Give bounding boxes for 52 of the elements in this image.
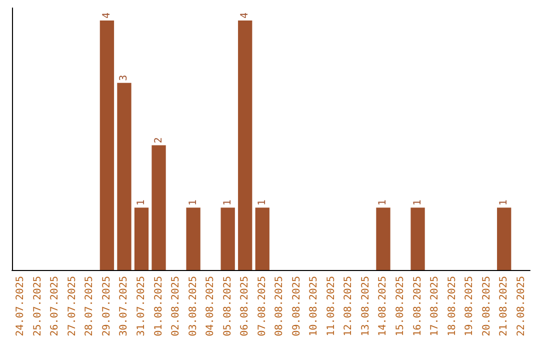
x-tick-label: 20.08.2025 xyxy=(481,276,492,336)
bar xyxy=(134,208,149,270)
x-tick-label: 13.08.2025 xyxy=(360,276,372,336)
x-tick-label: 21.08.2025 xyxy=(498,276,510,336)
x-tick-label: 31.07.2025 xyxy=(136,276,147,336)
x-tick-label: 15.08.2025 xyxy=(395,276,406,336)
x-tick-label: 01.08.2025 xyxy=(153,276,164,336)
bar xyxy=(376,208,390,270)
x-tick-label: 18.08.2025 xyxy=(446,276,458,336)
data-label: 1 xyxy=(256,200,268,206)
x-tick-label: 26.07.2025 xyxy=(50,276,61,336)
bar xyxy=(497,208,512,270)
x-tick-label: 08.08.2025 xyxy=(274,276,286,336)
bar xyxy=(152,145,166,270)
x-tick-label: 11.08.2025 xyxy=(326,276,337,336)
bar xyxy=(238,20,252,270)
bar xyxy=(410,208,425,270)
bar xyxy=(100,20,114,270)
data-label: 1 xyxy=(498,200,510,206)
x-tick-label: 03.08.2025 xyxy=(188,276,199,336)
bar xyxy=(255,208,270,270)
x-tick-label: 22.08.2025 xyxy=(516,276,527,336)
bar xyxy=(186,208,200,270)
x-tick-label: 06.08.2025 xyxy=(240,276,251,336)
bar xyxy=(117,82,132,270)
x-tick-label: 04.08.2025 xyxy=(205,276,216,336)
bar xyxy=(220,208,235,270)
x-tick-label: 02.08.2025 xyxy=(170,276,182,336)
x-tick-label: 05.08.2025 xyxy=(222,276,234,336)
x-tick-label: 10.08.2025 xyxy=(308,276,320,336)
x-tick-label: 29.07.2025 xyxy=(101,276,112,336)
data-label: 1 xyxy=(378,200,389,206)
data-label: 1 xyxy=(188,200,199,206)
x-tick-label: 07.08.2025 xyxy=(256,276,268,336)
x-tick-label: 17.08.2025 xyxy=(430,276,441,336)
x-tick-label: 24.07.2025 xyxy=(15,276,26,336)
data-label: 4 xyxy=(101,12,112,18)
x-tick-label: 27.07.2025 xyxy=(66,276,78,336)
x-tick-label: 16.08.2025 xyxy=(412,276,424,336)
x-tick-label: 09.08.2025 xyxy=(291,276,302,336)
x-tick-label: 19.08.2025 xyxy=(464,276,476,336)
data-label: 2 xyxy=(153,137,164,144)
x-tick-label: 30.07.2025 xyxy=(118,276,130,336)
data-label: 1 xyxy=(222,200,234,206)
x-tick-label: 28.07.2025 xyxy=(84,276,96,336)
data-label: 1 xyxy=(136,200,147,206)
data-label: 1 xyxy=(412,200,424,206)
x-tick-label: 12.08.2025 xyxy=(343,276,354,336)
data-label: 4 xyxy=(240,12,251,18)
x-tick-label: 25.07.2025 xyxy=(32,276,44,336)
data-label: 3 xyxy=(118,74,130,81)
x-tick-label: 14.08.2025 xyxy=(378,276,389,336)
